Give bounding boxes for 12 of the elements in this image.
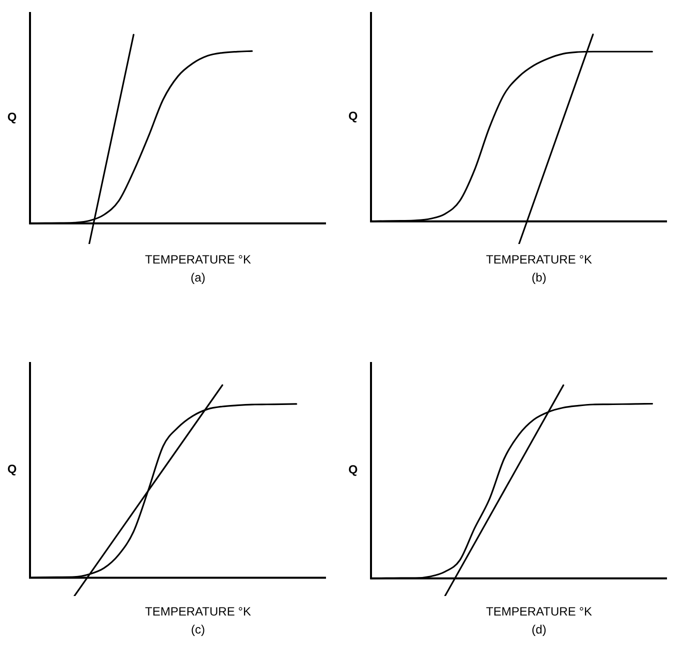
text: (d)	[532, 622, 546, 636]
x-axis-title: TEMPERATURE °K	[145, 252, 251, 266]
text: (c)	[191, 622, 205, 636]
x-axis-title: TEMPERATURE °K	[486, 604, 592, 618]
text: (a)	[190, 270, 206, 284]
x-axis-title: TEMPERATURE °K	[145, 604, 251, 618]
y-axis-title: Q	[348, 462, 358, 477]
y-axis-title: Q	[7, 110, 17, 124]
x-axis-title: TEMPERATURE °K	[486, 252, 592, 266]
y-axis-title: Q	[7, 462, 17, 476]
y-axis-title: Q	[348, 109, 358, 123]
text: (b)	[532, 270, 546, 284]
